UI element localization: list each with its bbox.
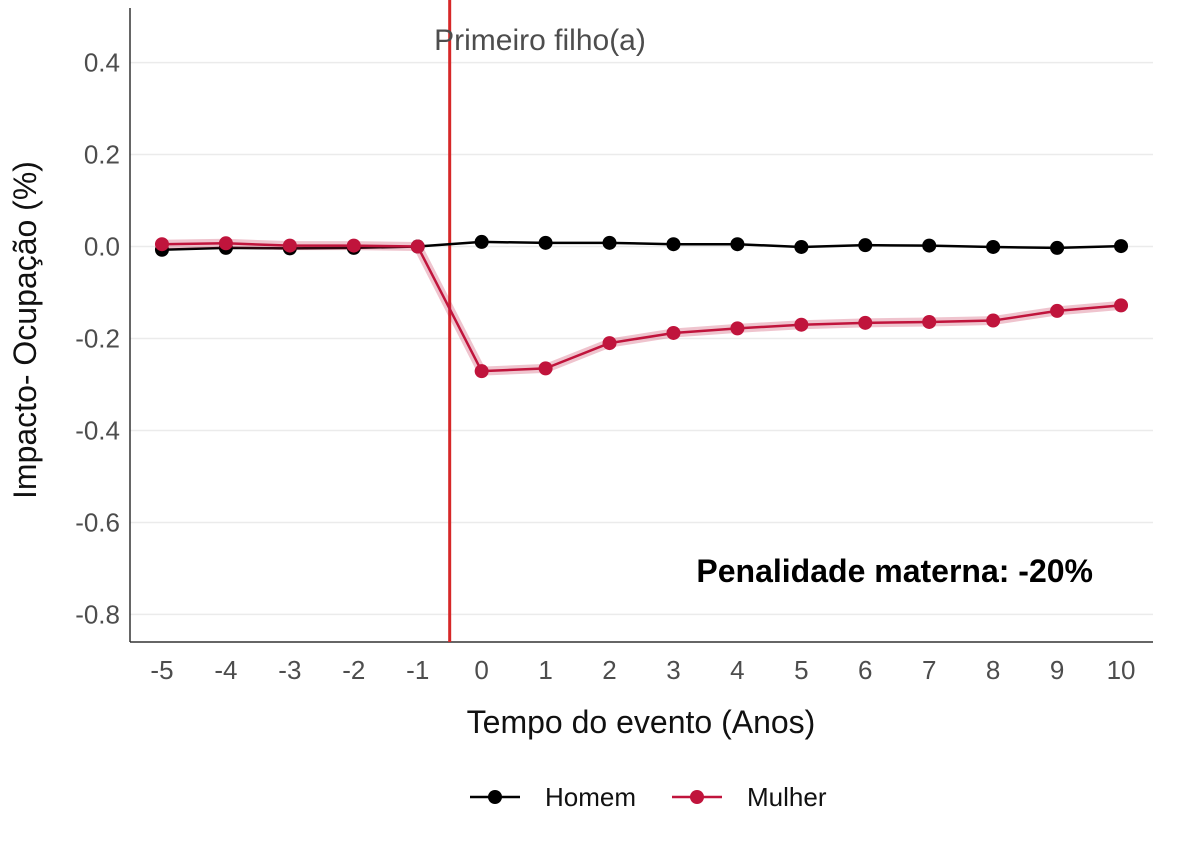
data-point-mulher [858, 315, 873, 330]
x-tick-label: 3 [666, 655, 680, 685]
data-point-mulher [538, 361, 553, 376]
y-axis-title: Impacto- Ocupação (%) [7, 161, 43, 499]
event-label: Primeiro filho(a) [434, 24, 646, 57]
maternal-penalty-annotation: Penalidade materna: -20% [696, 553, 1093, 589]
data-point-mulher [986, 313, 1001, 328]
x-tick-label: 6 [858, 655, 872, 685]
y-tick-label: -0.2 [75, 323, 120, 353]
series-lines [154, 234, 1129, 379]
data-point-mulher [154, 237, 169, 252]
x-tick-label: 0 [474, 655, 488, 685]
x-tick-label: 1 [538, 655, 552, 685]
legend-label: Homem [545, 782, 636, 812]
data-point-mulher [730, 321, 745, 336]
data-point-mulher [602, 336, 617, 351]
y-tick-label: -0.6 [75, 507, 120, 537]
legend-key-point [488, 790, 502, 804]
data-point-mulher [666, 325, 681, 340]
y-tick-label: -0.8 [75, 599, 120, 629]
series-ci-band-mulher [161, 238, 1122, 376]
x-tick-label: -3 [278, 655, 301, 685]
x-tick-label: -4 [214, 655, 237, 685]
data-point-homem [474, 234, 489, 249]
data-point-homem [602, 235, 617, 250]
y-tick-label: -0.4 [75, 415, 120, 445]
data-point-homem [730, 237, 745, 252]
data-point-homem [1050, 240, 1065, 255]
y-tick-label: 0.0 [84, 232, 120, 262]
y-tick-label: 0.2 [84, 140, 120, 170]
data-point-mulher [282, 238, 297, 253]
data-point-mulher [1050, 303, 1065, 318]
x-tick-label: 2 [602, 655, 616, 685]
series-line-homem [161, 240, 1122, 251]
data-point-mulher [218, 236, 233, 251]
data-point-homem [1114, 239, 1129, 254]
x-tick-label: 8 [986, 655, 1000, 685]
data-point-homem [794, 239, 809, 254]
legend-label: Mulher [747, 782, 827, 812]
data-point-homem [986, 239, 1001, 254]
data-point-mulher [474, 364, 489, 379]
x-tick-label: 9 [1050, 655, 1064, 685]
y-tick-label: 0.4 [84, 48, 120, 78]
x-tick-label: 10 [1107, 655, 1136, 685]
data-point-homem [922, 238, 937, 253]
legend: Homem Mulher [470, 782, 827, 812]
x-tick-label: -5 [150, 655, 173, 685]
data-point-homem [538, 235, 553, 250]
x-axis-title: Tempo do evento (Anos) [467, 704, 816, 740]
x-tick-label: 7 [922, 655, 936, 685]
data-point-mulher [794, 317, 809, 332]
series-line-mulher [161, 242, 1122, 373]
x-tick-label: 5 [794, 655, 808, 685]
x-tick-label: -2 [342, 655, 365, 685]
data-point-homem [666, 237, 681, 252]
data-point-homem [858, 238, 873, 253]
legend-key-point [690, 790, 704, 804]
data-point-mulher [346, 238, 361, 253]
data-point-mulher [410, 239, 425, 254]
axes [129, 8, 1153, 643]
event-marker: Primeiro filho(a) [434, 0, 646, 642]
tick-labels: 0.4 0.2 0.0 -0.2 -0.4 -0.6 -0.8 -5 -4 -3 -2 -1 0 1 2 3 4… [75, 48, 1135, 685]
x-tick-label: -1 [406, 655, 429, 685]
data-point-mulher [922, 314, 937, 329]
x-tick-label: 4 [730, 655, 744, 685]
data-point-mulher [1114, 298, 1129, 313]
